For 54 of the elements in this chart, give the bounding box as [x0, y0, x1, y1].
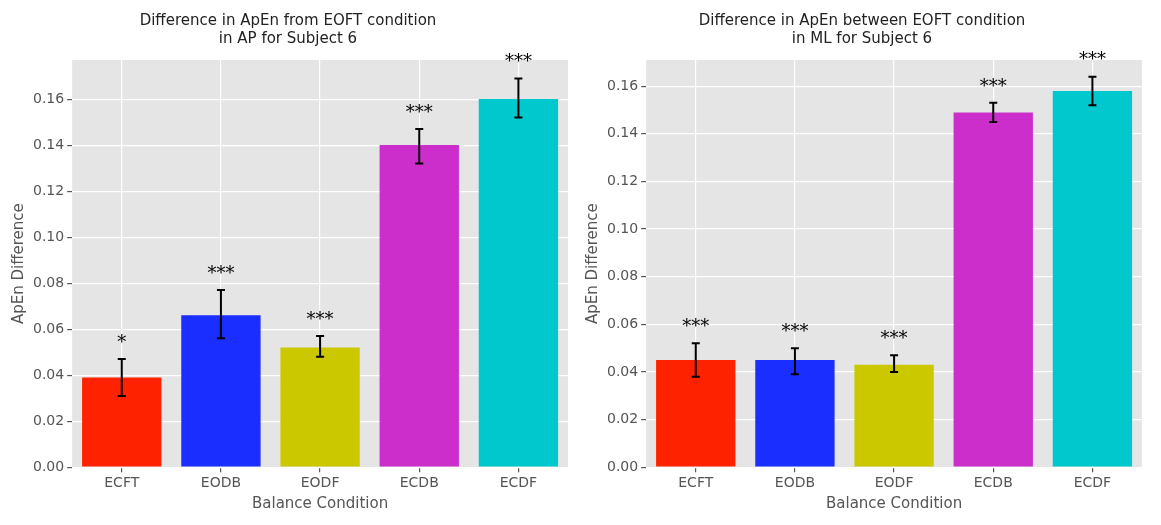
bar [1052, 90, 1133, 467]
y-tick-label: 0.14 [607, 124, 639, 141]
bar [656, 360, 736, 467]
x-axis-title: Balance Condition [252, 493, 389, 512]
y-tick-label: 0.10 [607, 219, 639, 236]
bar [181, 315, 261, 467]
y-tick-label: 0.00 [607, 457, 639, 474]
y-tick-label: 0.12 [607, 172, 639, 189]
annotation: *** [504, 50, 532, 72]
x-tick-label: ECDB [973, 474, 1013, 491]
annotation: *** [979, 74, 1007, 96]
bar [755, 360, 835, 467]
annotation: *** [682, 315, 710, 337]
y-tick-label: 0.08 [607, 267, 639, 284]
bar [854, 364, 934, 467]
x-tick-label: ECDF [499, 474, 538, 491]
y-tick-label: 0.04 [607, 362, 639, 379]
y-tick-label: 0.16 [607, 76, 639, 93]
chart-title: Difference in ApEn from EOFT condition in AP for Subject 6 [139, 10, 437, 47]
annotation: *** [405, 100, 433, 122]
y-tick-label: 0.10 [33, 227, 65, 244]
bar [280, 347, 360, 467]
annotation: * [117, 330, 127, 352]
annotation: *** [306, 307, 334, 329]
y-tick-label: 0.08 [33, 273, 65, 290]
x-tick-label: ECFT [104, 474, 140, 491]
x-tick-label: EODF [300, 474, 340, 491]
y-tick-label: 0.02 [607, 410, 639, 427]
y-tick-label: 0.02 [33, 411, 65, 428]
annotation: *** [781, 319, 809, 341]
x-tick-label: ECDB [399, 474, 439, 491]
x-tick-label: ECDF [1073, 474, 1112, 491]
x-tick-label: EODF [874, 474, 914, 491]
chart-title: Difference in ApEn between EOFT condition in ML for Subject 6 [698, 10, 1026, 47]
x-tick-label: ECFT [678, 474, 714, 491]
y-tick-label: 0.12 [33, 181, 65, 198]
annotation: *** [1078, 48, 1106, 70]
y-tick-label: 0.14 [33, 135, 65, 152]
bar [82, 377, 162, 467]
bar [478, 99, 559, 467]
annotation: *** [880, 326, 908, 348]
y-tick-label: 0.06 [33, 319, 65, 336]
y-tick-label: 0.04 [33, 365, 65, 382]
bar [379, 145, 459, 467]
bar [953, 112, 1033, 467]
annotation: *** [207, 261, 235, 283]
y-tick-label: 0.00 [33, 457, 65, 474]
y-axis-title: ApEn Difference [582, 203, 601, 325]
y-tick-label: 0.06 [607, 314, 639, 331]
y-tick-label: 0.16 [33, 89, 65, 106]
x-tick-label: EODB [774, 474, 816, 491]
x-axis-title: Balance Condition [826, 493, 963, 512]
y-axis-title: ApEn Difference [8, 203, 27, 325]
x-tick-label: EODB [200, 474, 242, 491]
